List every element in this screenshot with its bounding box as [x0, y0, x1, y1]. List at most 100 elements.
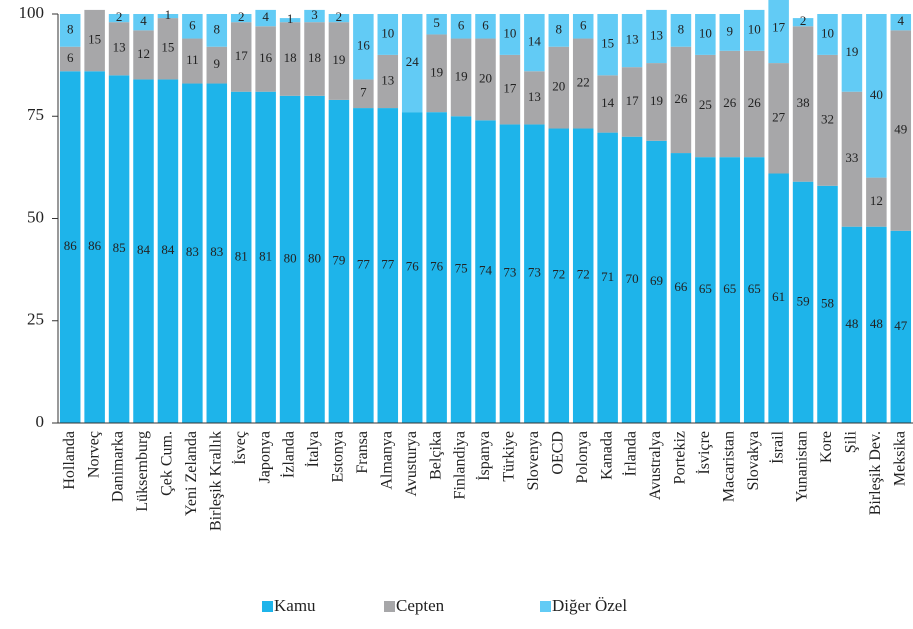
- legend-swatch: [262, 601, 273, 612]
- y-tick-label: 75: [27, 105, 44, 124]
- x-tick-label: Türkiye: [501, 431, 518, 482]
- x-tick-label: Birleşik Krallık: [207, 431, 224, 531]
- x-tick-label: Yunanistan: [794, 431, 811, 502]
- bar-segment: [377, 14, 399, 55]
- bar-segment: [646, 140, 667, 424]
- bar-segment: [499, 124, 521, 424]
- data-label: 47: [894, 318, 908, 333]
- data-label: 59: [797, 293, 810, 308]
- bar-segment: [328, 22, 350, 100]
- bar-segment: [206, 83, 228, 423]
- bar-segment: [182, 14, 203, 39]
- bar-segment: [597, 75, 618, 133]
- bar-segment: [670, 46, 692, 154]
- data-label: 14: [528, 34, 542, 49]
- data-label: 14: [601, 95, 615, 110]
- data-label: 24: [406, 54, 420, 69]
- bar-segment: [108, 22, 130, 76]
- data-label: 84: [161, 242, 175, 257]
- data-label: 77: [357, 257, 371, 272]
- x-tick-label: Danimarka: [110, 431, 127, 502]
- data-label: 15: [88, 32, 101, 47]
- x-tick-label: Slovakya: [745, 431, 762, 491]
- bar-segment: [84, 71, 105, 423]
- bar-segment: [304, 95, 325, 424]
- bar-segment: [866, 14, 887, 178]
- data-label: 19: [332, 52, 345, 67]
- bar-segment: [890, 14, 912, 31]
- bar-segment: [426, 14, 447, 35]
- x-tick-label: Estonya: [330, 431, 347, 483]
- bar-segment: [133, 79, 154, 423]
- bar-segment: [401, 112, 423, 423]
- x-tick-label: Fransa: [354, 431, 371, 474]
- bar-segment: [719, 14, 741, 51]
- bar-segment: [255, 26, 276, 92]
- data-label: 49: [894, 122, 907, 137]
- data-label: 73: [503, 265, 516, 280]
- bar-segment: [230, 14, 252, 23]
- bar-segment: [841, 91, 863, 227]
- bar-segment: [279, 95, 301, 424]
- data-label: 19: [650, 93, 663, 108]
- bar-segment: [108, 75, 130, 423]
- bar-segment: [524, 14, 545, 72]
- data-label: 61: [772, 289, 785, 304]
- bar-segment: [792, 18, 814, 27]
- data-label: 19: [845, 44, 858, 59]
- data-label: 8: [214, 21, 221, 36]
- x-tick-label: İzlanda: [280, 431, 298, 478]
- data-label: 16: [259, 50, 273, 65]
- data-label: 13: [626, 32, 639, 47]
- bar-segment: [475, 14, 496, 39]
- data-label: 77: [381, 257, 395, 272]
- data-label: 27: [772, 109, 786, 124]
- x-tick-label: Lüksemburg: [134, 431, 151, 512]
- bar-segment: [548, 46, 570, 129]
- y-tick-label: 25: [27, 310, 44, 329]
- bar-segment: [182, 38, 203, 84]
- data-label: 79: [332, 252, 345, 267]
- bar-segment: [817, 54, 838, 186]
- x-tick-label: Hollanda: [61, 431, 78, 490]
- bar-segment: [59, 71, 81, 423]
- data-label: 18: [308, 50, 321, 65]
- data-label: 13: [650, 27, 663, 42]
- data-label: 38: [797, 95, 810, 110]
- data-label: 6: [189, 17, 196, 32]
- bar-segment: [792, 181, 814, 423]
- bar-segment: [304, 22, 325, 96]
- data-label: 65: [699, 281, 712, 296]
- data-label: 20: [552, 79, 565, 94]
- bar-segment: [230, 22, 252, 92]
- data-label: 76: [406, 259, 420, 274]
- bar-segment: [597, 132, 618, 424]
- bar-segment: [792, 26, 814, 182]
- x-tick-label: Avustralya: [647, 431, 664, 500]
- data-label: 6: [458, 17, 465, 32]
- bar-segment: [255, 91, 276, 424]
- data-label: 65: [748, 281, 761, 296]
- data-label: 72: [577, 267, 590, 282]
- data-label: 4: [898, 13, 905, 28]
- data-label: 48: [845, 316, 858, 331]
- bar-segment: [719, 50, 741, 158]
- data-label: 17: [235, 48, 249, 63]
- data-label: 71: [601, 269, 614, 284]
- bar-segment: [450, 14, 472, 39]
- bar-segment: [499, 14, 521, 55]
- x-tick-label: Polonya: [574, 431, 591, 483]
- x-tick-label: Şili: [843, 430, 860, 453]
- x-tick-label: İsviçre: [695, 431, 713, 475]
- legend-label: Kamu: [274, 596, 316, 615]
- bar-segment: [890, 230, 912, 423]
- data-label: 2: [116, 9, 123, 24]
- bar-segment: [328, 99, 350, 423]
- bar-segment: [59, 14, 81, 47]
- data-label: 48: [870, 316, 883, 331]
- legend-label: Diğer Özel: [552, 596, 627, 615]
- data-label: 4: [140, 13, 147, 28]
- bar-segment: [695, 14, 716, 55]
- bar-segment: [817, 14, 838, 55]
- data-label: 86: [64, 238, 78, 253]
